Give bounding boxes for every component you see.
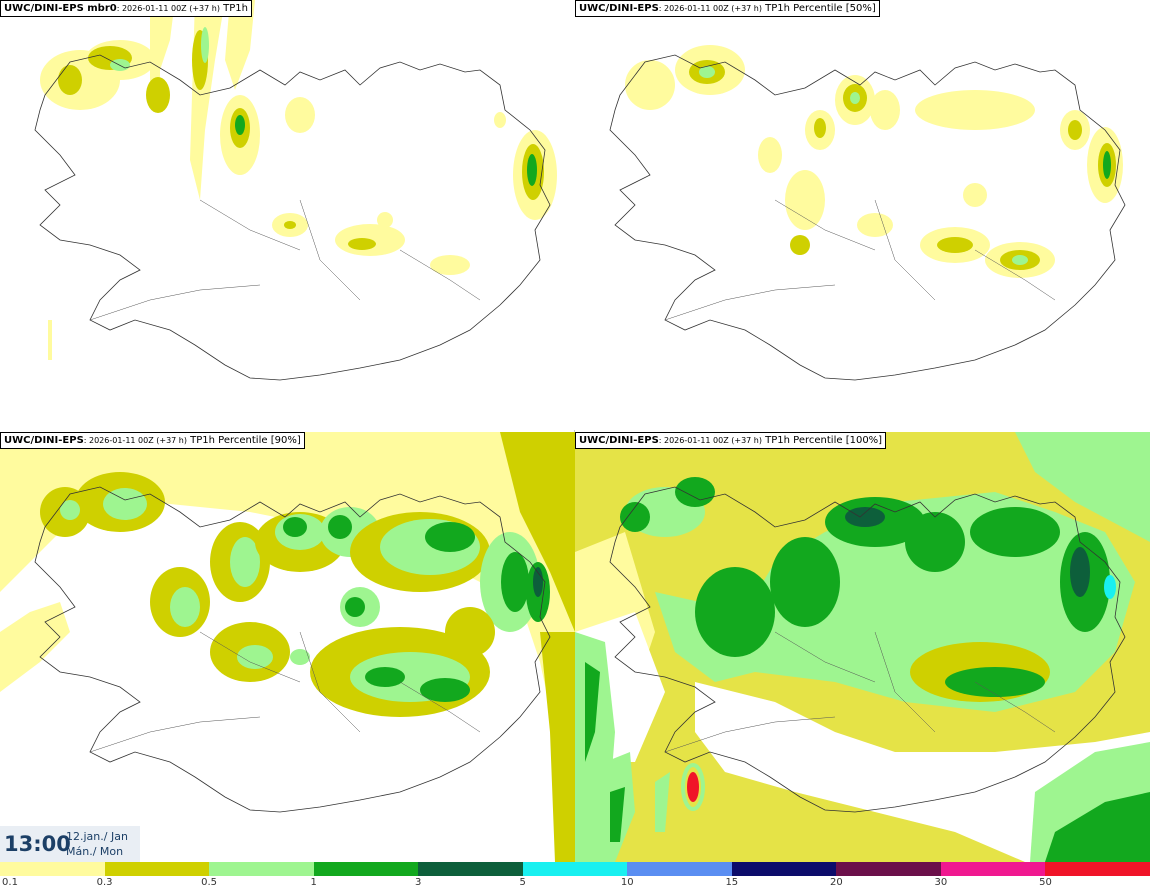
colorbar-segment (418, 862, 523, 876)
precip-areas (0, 432, 575, 862)
colorbar-segment (940, 862, 1046, 876)
colorbar-label: 1 (310, 877, 317, 888)
panel-title: UWC/DINI-EPS mbr0: 2026-01-11 00Z (+37 h… (0, 0, 252, 17)
roads (664, 199, 1056, 321)
colorbar-label: 30 (934, 877, 948, 888)
precip-areas (625, 45, 1123, 278)
colorbar-label: 3 (414, 877, 422, 888)
colorbar-segment (731, 862, 837, 876)
panel-title: UWC/DINI-EPS: 2026-01-11 00Z (+37 h) TP1… (575, 432, 887, 449)
panel-title: UWC/DINI-EPS: 2026-01-11 00Z (+37 h) TP1… (0, 432, 305, 449)
colorbar-label: 15 (725, 877, 739, 888)
panel-divider (574, 0, 575, 862)
valid-hour: 13:00 (4, 832, 71, 856)
colorbar-label: 10 (620, 877, 634, 888)
colorbar-segment (1045, 862, 1150, 876)
precip-map (0, 432, 575, 862)
valid-time-box: 13:00 12.jan./ Jan Mán./ Mon (0, 826, 140, 862)
colorbar-segment (627, 862, 732, 876)
colorbar-label: 5 (519, 877, 526, 888)
colorbar-labels: 0.1 0.3 0.5 1 3 5 10 15 20 30 50 (0, 876, 1150, 891)
map-panel-p100: UWC/DINI-EPS: 2026-01-11 00Z (+37 h) TP1… (575, 432, 1150, 862)
valid-weekday: Mán./ Mon (66, 845, 124, 858)
colorbar-segment (836, 862, 941, 876)
colorbar-segment (313, 862, 419, 876)
map-panel-p90: UWC/DINI-EPS: 2026-01-11 00Z (+37 h) TP1… (0, 432, 575, 862)
colorbar-label: 0.3 (96, 877, 113, 888)
colorbar-label: 0.1 (2, 877, 18, 888)
roads (89, 631, 481, 753)
colorbar-label: 0.5 (201, 877, 218, 888)
precip-map (575, 432, 1150, 862)
colorbar-segment (209, 862, 314, 876)
precip-map (34, 0, 557, 381)
panel-title: UWC/DINI-EPS: 2026-01-11 00Z (+37 h) TP1… (575, 0, 880, 17)
precip-colorbar (0, 862, 1150, 876)
roads (89, 199, 481, 321)
map-panel-p50: UWC/DINI-EPS: 2026-01-11 00Z (+37 h) TP1… (575, 0, 1150, 430)
colorbar-segment (0, 862, 105, 876)
colorbar-segment (522, 862, 628, 876)
roads (664, 631, 1056, 753)
precip-areas (40, 0, 557, 360)
colorbar-label: 50 (1039, 877, 1052, 888)
colorbar-label: 20 (829, 877, 843, 888)
map-panel-mbr0: UWC/DINI-EPS mbr0: 2026-01-11 00Z (+37 h… (0, 0, 575, 430)
colorbar-segment (104, 862, 210, 876)
valid-date: 12.jan./ Jan (66, 830, 128, 843)
precip-areas (575, 432, 1150, 862)
precip-map (609, 45, 1126, 381)
